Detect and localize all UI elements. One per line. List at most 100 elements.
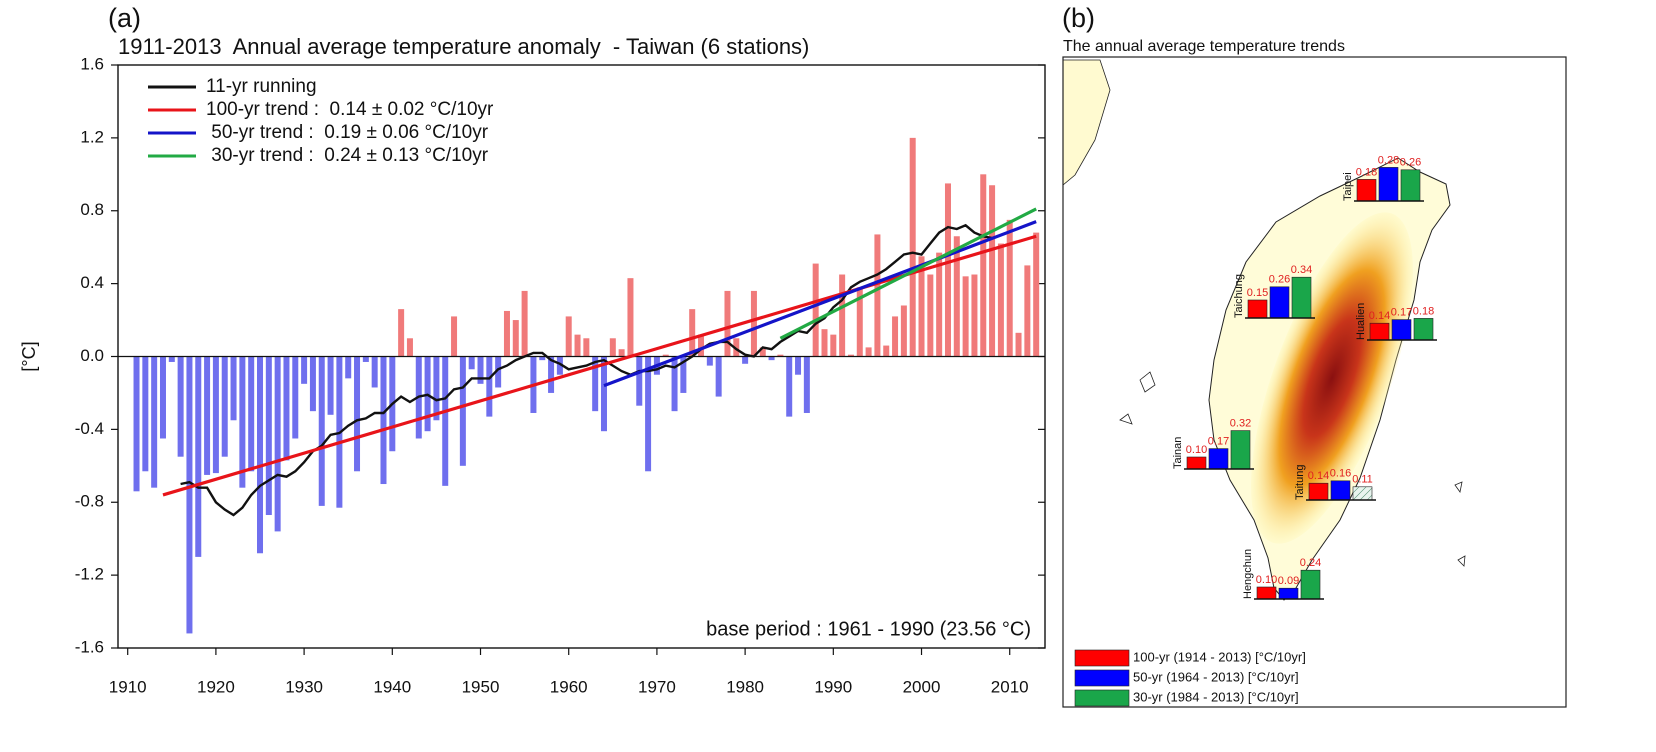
x-tick-label: 1950	[462, 677, 500, 696]
bar	[407, 338, 413, 356]
station-bar	[1209, 449, 1228, 469]
station-value-label: 0.10	[1186, 444, 1207, 456]
station-bar	[1231, 431, 1250, 469]
legend-label: 30-yr (1984 - 2013) [°C/10yr]	[1133, 689, 1299, 704]
bar	[672, 357, 678, 412]
bar	[821, 329, 827, 356]
y-tick-label: -0.8	[75, 492, 104, 511]
station-value-label: 0.11	[1352, 474, 1373, 486]
bar	[795, 357, 801, 375]
bar	[363, 357, 369, 362]
bar	[945, 183, 951, 356]
station-bar	[1187, 457, 1206, 469]
bar	[231, 357, 237, 421]
page: {"chart_data": [ {"type": "bar", "label"…	[0, 0, 1656, 752]
legend-label: 11-yr running	[206, 76, 317, 97]
station-bar	[1309, 483, 1328, 500]
y-tick-label: -1.2	[75, 565, 104, 584]
map	[1063, 57, 1566, 707]
station-bar	[1353, 487, 1372, 500]
bar	[751, 291, 757, 357]
bar	[204, 357, 210, 475]
bar	[275, 357, 281, 532]
bar	[151, 357, 157, 488]
bar	[160, 357, 166, 439]
bar	[980, 174, 986, 356]
bar	[707, 357, 713, 366]
bar	[451, 316, 457, 356]
legend-label: 50-yr trend : 0.19 ± 0.06 °C/10yr	[206, 122, 489, 143]
chart: (a)1911-2013 Annual average temperature …	[0, 0, 1656, 752]
station-name: Hualien	[1355, 303, 1367, 340]
bar	[213, 357, 219, 474]
y-tick-label: -0.4	[75, 419, 104, 438]
station-bar	[1357, 179, 1376, 201]
bar	[883, 346, 889, 357]
bar	[1007, 220, 1013, 357]
bar	[1024, 265, 1030, 356]
bar	[566, 316, 572, 356]
station-name: Hengchun	[1242, 549, 1254, 599]
trend-line	[604, 222, 1036, 386]
panel-label: (a)	[108, 3, 141, 33]
legend-label: 100-yr (1914 - 2013) [°C/10yr]	[1133, 649, 1306, 664]
y-tick-label: 1.2	[80, 127, 104, 146]
x-tick-label: 1940	[373, 677, 411, 696]
x-tick-label: 1970	[638, 677, 676, 696]
station-name: Taipei	[1342, 172, 1354, 201]
bar	[839, 275, 845, 357]
trend-line	[780, 209, 1036, 338]
bar	[134, 357, 140, 492]
bar	[583, 338, 589, 356]
bar	[742, 357, 748, 364]
bar	[301, 357, 307, 384]
station-value-label: 0.09	[1278, 575, 1299, 587]
station-value-label: 0.16	[1330, 468, 1351, 480]
station-bar	[1414, 318, 1433, 340]
station-value-label: 0.14	[1308, 470, 1329, 482]
legend-swatch	[1075, 690, 1129, 706]
station-value-label: 0.24	[1300, 557, 1321, 569]
y-tick-label: 1.6	[80, 54, 104, 73]
bar	[716, 357, 722, 397]
station-value-label: 0.28	[1378, 154, 1399, 166]
legend-label: 30-yr trend : 0.24 ± 0.13 °C/10yr	[206, 145, 489, 166]
x-tick-label: 1910	[109, 677, 147, 696]
bar	[248, 357, 254, 472]
station-bar	[1279, 588, 1298, 599]
station-bar	[1401, 170, 1420, 201]
bar	[169, 357, 175, 362]
bar	[892, 316, 898, 356]
chart-title: 1911-2013 Annual average temperature ano…	[118, 34, 809, 59]
station-bar	[1392, 320, 1411, 340]
y-axis-label: [°C]	[19, 341, 39, 371]
bar	[345, 357, 351, 379]
x-tick-label: 1920	[197, 677, 235, 696]
bar	[522, 291, 528, 357]
x-tick-label: 1990	[814, 677, 852, 696]
bar	[830, 335, 836, 357]
bar	[636, 357, 642, 406]
station-name: Taichung	[1233, 274, 1245, 318]
bar	[328, 357, 334, 415]
x-tick-label: 1960	[550, 677, 588, 696]
station-name: Taitung	[1294, 465, 1306, 500]
bar	[689, 309, 695, 356]
station-bar	[1292, 277, 1311, 318]
y-tick-label: 0.0	[80, 346, 104, 365]
bar	[239, 357, 245, 488]
x-tick-label: 1980	[726, 677, 764, 696]
bar	[610, 338, 616, 356]
legend-label: 100-yr trend : 0.14 ± 0.02 °C/10yr	[206, 99, 494, 120]
station-bar	[1270, 287, 1289, 318]
station-value-label: 0.15	[1247, 287, 1268, 299]
bar	[971, 275, 977, 357]
bar	[195, 357, 201, 557]
bar	[998, 244, 1004, 357]
bar	[460, 357, 466, 466]
bar	[310, 357, 316, 412]
bar	[469, 357, 475, 370]
station-value-label: 0.32	[1230, 418, 1251, 430]
bar	[266, 357, 272, 516]
station-bar	[1248, 300, 1267, 318]
